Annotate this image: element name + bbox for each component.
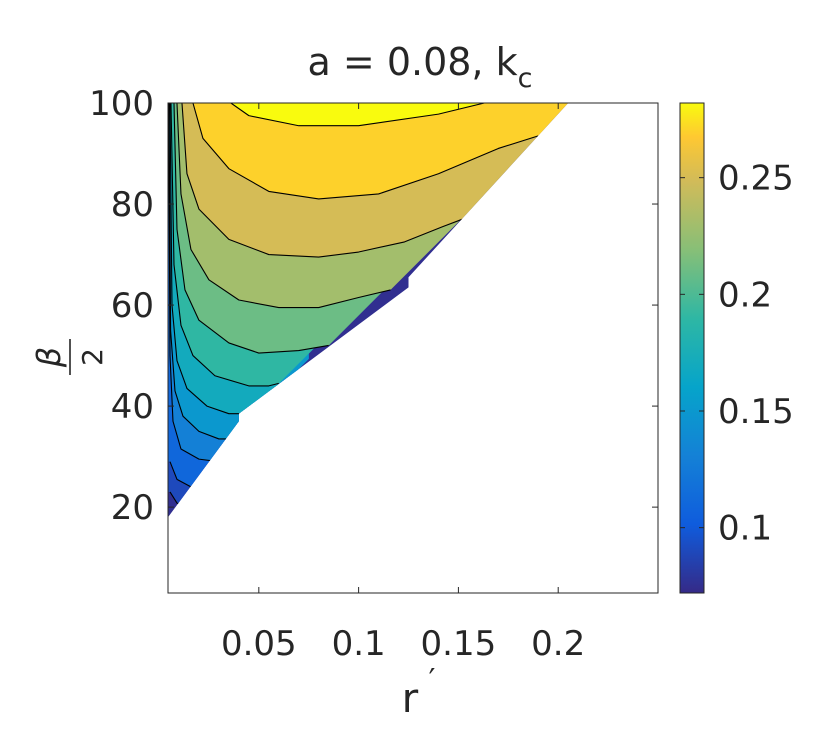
y-tick-label: 100 <box>89 84 154 124</box>
contour-line-0.26 <box>192 103 539 200</box>
colorbar-tick-label: 0.15 <box>718 392 794 432</box>
x-tick-label: 0.05 <box>221 624 297 664</box>
x-tick-label: 0.1 <box>332 624 386 664</box>
chart-title: a = 0.08, kc <box>308 40 533 94</box>
y-axis: 20 40 60 80 100 <box>89 84 658 528</box>
x-axis-label: r ′ <box>402 663 436 722</box>
contour-lines <box>168 103 539 506</box>
y-axis-label-numerator: β <box>30 347 68 368</box>
chart-title-text: a = 0.08, k <box>308 40 518 84</box>
contour-line-0.2 <box>173 103 329 354</box>
y-tick-label: 20 <box>111 488 154 528</box>
contour-line-0.12 <box>168 103 219 463</box>
plot-area: 0.05 0.1 0.15 0.2 20 40 60 80 100 <box>89 84 659 664</box>
y-axis-label-denominator: 2 <box>76 348 109 366</box>
y-tick-label: 40 <box>111 387 154 427</box>
y-tick-label: 60 <box>111 286 154 326</box>
contour-band-0.26 <box>168 103 569 199</box>
axes-box <box>167 102 659 594</box>
x-axis-label-prime: ′ <box>429 663 436 698</box>
colorbar: 0.1 0.15 0.2 0.25 <box>679 102 794 594</box>
colorbar-gradient <box>679 102 705 594</box>
x-axis: 0.05 0.1 0.15 0.2 <box>221 103 585 664</box>
contour-line-0.18 <box>170 103 279 387</box>
colorbar-tick-label: 0.2 <box>718 275 772 315</box>
contour-line-0.24 <box>181 103 463 258</box>
y-axis-label: β 2 <box>30 339 109 375</box>
contour-line-0.14 <box>168 103 229 440</box>
x-tick-label: 0.15 <box>421 624 497 664</box>
contour-line-0.22 <box>176 103 391 309</box>
x-axis-label-text: r <box>402 676 419 722</box>
colorbar-ticks: 0.1 0.15 0.2 0.25 <box>680 159 794 549</box>
colorbar-tick-label: 0.25 <box>718 159 794 199</box>
x-tick-label: 0.2 <box>531 624 585 664</box>
y-tick-label: 80 <box>111 185 154 225</box>
svg-text:a = 0.08, kc: a = 0.08, kc <box>308 40 533 94</box>
chart-title-subscript: c <box>518 63 533 94</box>
contour-line-0.28 <box>230 103 485 127</box>
colorbar-tick-label: 0.1 <box>718 509 772 549</box>
